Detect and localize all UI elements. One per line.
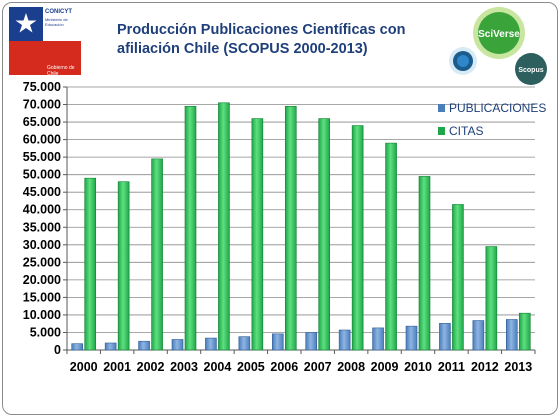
x-tick-label: 2009 (371, 360, 399, 374)
bar-citas (418, 176, 431, 351)
sciverse-logo: SciVerse Scopus (433, 5, 557, 85)
y-tick-label: 55.000 (23, 150, 61, 164)
bar-publicaciones (338, 329, 351, 351)
bar-publicaciones (505, 319, 518, 351)
bar-citas (84, 177, 97, 351)
y-tick-label: 40.000 (23, 203, 61, 217)
bar-citas (251, 118, 264, 351)
conicyt-name: CONICYT (45, 9, 72, 15)
y-tick-label: 35.000 (23, 220, 61, 234)
x-tick-label: 2005 (237, 360, 265, 374)
legend-label-publicaciones: PUBLICACIONES (449, 101, 546, 115)
conicyt-logo: CONICYT Ministerio de Educación Gobierno… (7, 5, 83, 77)
sciverse-name: SciVerse (478, 29, 520, 40)
bar-publicaciones (305, 332, 318, 351)
x-tick-label: 2003 (170, 360, 198, 374)
bar-publicaciones (238, 336, 251, 351)
bar-publicaciones (71, 343, 84, 351)
bar-citas (218, 102, 230, 351)
bar-publicaciones (372, 327, 384, 351)
y-tick-label: 30.000 (23, 238, 61, 252)
bar-publicaciones (472, 320, 485, 351)
y-tick-label: 25.000 (23, 255, 61, 269)
conicyt-footer: Gobierno de Chile (47, 65, 75, 77)
chile-flag-icon (7, 5, 83, 77)
x-tick-label: 2002 (137, 360, 165, 374)
bar-citas (485, 246, 498, 351)
x-tick-label: 2006 (270, 360, 298, 374)
bar-publicaciones (138, 340, 150, 351)
y-tick-label: 0 (54, 343, 61, 357)
conicyt-line1: Ministerio de (45, 17, 68, 22)
x-tick-label: 2001 (103, 360, 131, 374)
legend-label-citas: CITAS (449, 124, 483, 138)
bar-citas (284, 105, 297, 351)
bar-citas (351, 125, 364, 351)
x-tick-label: 2010 (404, 360, 432, 374)
x-tick-label: 2000 (70, 360, 98, 374)
bar-publicaciones (171, 339, 184, 351)
bar-citas (385, 142, 397, 351)
bar-citas (452, 204, 464, 351)
y-tick-label: 45.000 (23, 185, 61, 199)
bar-citas (318, 118, 331, 351)
x-tick-label: 2012 (471, 360, 499, 374)
x-axis: 2000 2001 2002 2003 2004 2005 2006 2007 2008 2009… (66, 349, 536, 374)
y-tick-label: 65.000 (23, 115, 61, 129)
conicyt-line2: Educación (45, 22, 64, 27)
bar-publicaciones (205, 337, 217, 351)
bar-publicaciones (405, 325, 418, 351)
x-tick-label: 2011 (438, 360, 465, 374)
y-tick-label: 50.000 (23, 168, 61, 182)
y-tick-label: 20.000 (23, 273, 61, 287)
y-axis: 0 5.000 10.000 15.000 20.000 25.000 30.000 35.0… (23, 80, 68, 357)
legend-swatch-publicaciones (438, 104, 445, 112)
x-tick-label: 2007 (304, 360, 332, 374)
x-tick-label: 2008 (337, 360, 365, 374)
scopus-name: Scopus (518, 67, 543, 74)
chart-title: Producción Publicaciones Científicas con… (117, 22, 406, 57)
bar-publicaciones (439, 323, 451, 351)
bars (71, 102, 531, 351)
bar-citas (518, 312, 531, 351)
bar-publicaciones (104, 342, 117, 351)
legend-swatch-citas (438, 127, 445, 135)
y-tick-label: 10.000 (23, 308, 61, 322)
bar-publicaciones (271, 333, 284, 351)
bar-citas (151, 158, 163, 351)
y-tick-label: 60.000 (23, 133, 61, 147)
y-tick-label: 70.000 (23, 98, 61, 112)
y-tick-label: 5.000 (30, 325, 61, 339)
legend: PUBLICACIONES CITAS (438, 101, 546, 138)
y-tick-label: 75.000 (23, 80, 61, 94)
y-tick-label: 15.000 (23, 290, 61, 304)
x-tick-label: 2013 (504, 360, 532, 374)
x-tick-label: 2004 (204, 360, 232, 374)
bar-citas (117, 181, 130, 351)
bar-citas (184, 105, 197, 351)
